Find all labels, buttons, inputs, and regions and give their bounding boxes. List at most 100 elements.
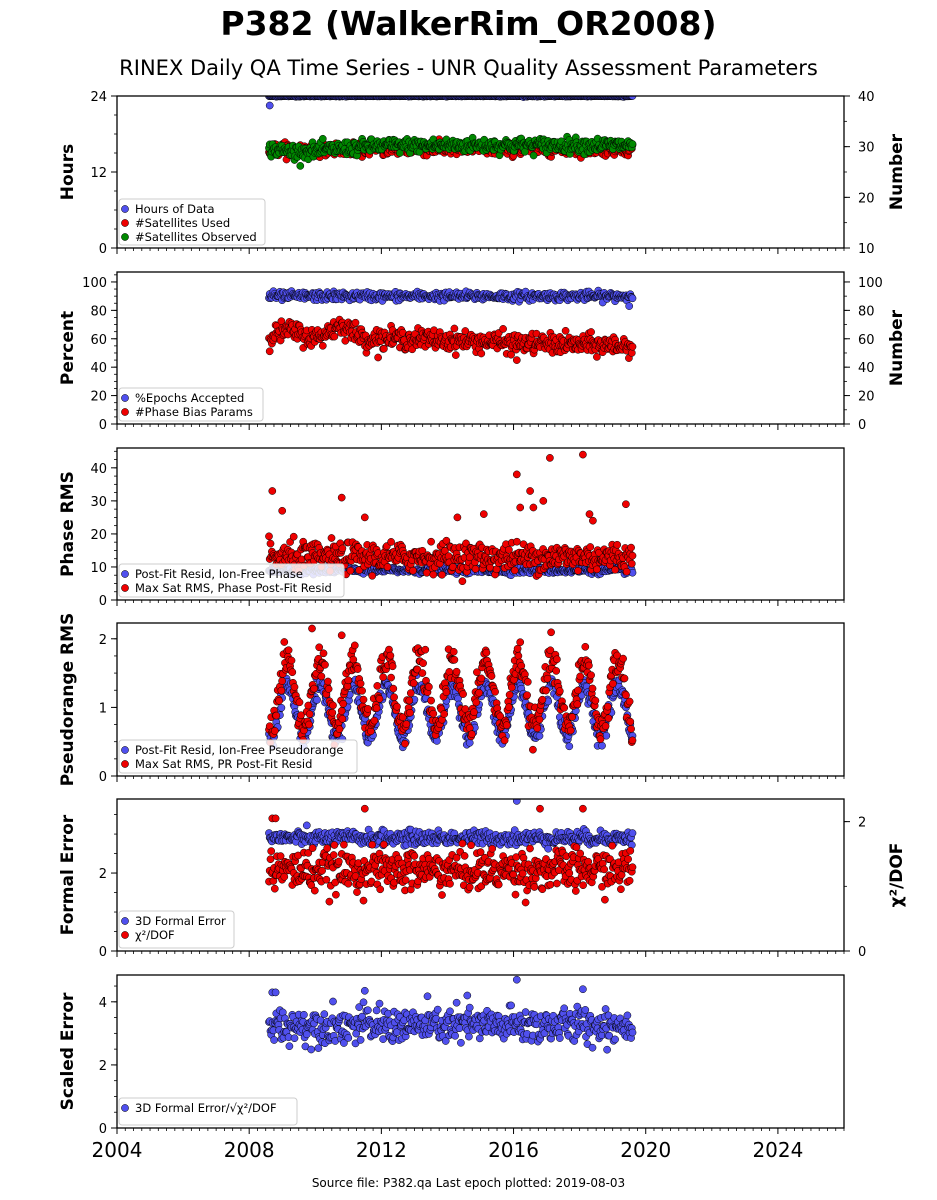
data-point bbox=[477, 349, 486, 358]
legend-marker bbox=[121, 233, 129, 241]
legend-marker bbox=[121, 584, 129, 592]
data-points bbox=[265, 286, 637, 364]
outlier-point bbox=[512, 356, 521, 364]
outlier-point bbox=[589, 516, 597, 525]
data-point bbox=[543, 674, 552, 683]
data-point bbox=[284, 646, 293, 655]
data-point bbox=[356, 679, 365, 688]
data-point bbox=[523, 691, 531, 700]
outlier-point bbox=[625, 302, 634, 310]
y-tick-label: 0 bbox=[99, 418, 107, 433]
outlier-point bbox=[308, 624, 316, 633]
data-point bbox=[627, 543, 635, 552]
data-point bbox=[472, 698, 481, 707]
data-point bbox=[305, 720, 313, 729]
data-point bbox=[278, 677, 286, 685]
data-point bbox=[553, 655, 561, 664]
data-point bbox=[529, 745, 537, 754]
data-point bbox=[358, 686, 366, 695]
data-point bbox=[513, 644, 522, 653]
data-point bbox=[505, 690, 514, 699]
y-tick-label: 24 bbox=[90, 90, 107, 105]
data-point bbox=[421, 645, 430, 654]
legend: %Epochs Accepted#Phase Bias Params bbox=[118, 387, 264, 422]
y-tick-label: 0 bbox=[99, 594, 107, 609]
legend-marker bbox=[121, 205, 129, 213]
data-point bbox=[573, 700, 582, 709]
data-point bbox=[609, 679, 617, 688]
legend-label: %Epochs Accepted bbox=[135, 391, 244, 405]
data-point bbox=[387, 673, 395, 682]
data-point bbox=[427, 696, 435, 705]
data-point bbox=[313, 696, 321, 704]
y2-tick-label: 30 bbox=[858, 141, 875, 156]
data-point bbox=[351, 318, 360, 327]
data-point bbox=[372, 704, 381, 713]
y-tick-label: 30 bbox=[90, 495, 107, 510]
data-point bbox=[275, 696, 284, 705]
data-point bbox=[450, 324, 459, 333]
data-point bbox=[324, 677, 332, 686]
data-point bbox=[427, 537, 435, 546]
data-point bbox=[491, 687, 499, 696]
y2-axis-label: Number bbox=[887, 309, 907, 386]
data-point bbox=[451, 351, 460, 359]
series-0 bbox=[265, 671, 637, 752]
data-point bbox=[461, 327, 470, 335]
outlier-point bbox=[337, 631, 346, 640]
data-point bbox=[289, 532, 298, 541]
data-point bbox=[318, 134, 327, 143]
data-point bbox=[628, 551, 637, 560]
data-point bbox=[566, 726, 575, 735]
data-point bbox=[379, 673, 387, 682]
y-axis-label: Percent bbox=[58, 311, 78, 385]
data-point bbox=[440, 710, 449, 718]
data-point bbox=[547, 628, 555, 637]
data-point bbox=[591, 696, 600, 705]
data-point bbox=[329, 701, 337, 710]
data-point bbox=[604, 714, 613, 723]
legend-marker bbox=[121, 408, 129, 416]
outlier-point bbox=[529, 503, 538, 512]
series-0 bbox=[265, 96, 637, 110]
data-point bbox=[418, 669, 427, 677]
data-point bbox=[535, 732, 544, 740]
data-point bbox=[315, 643, 324, 652]
data-point bbox=[280, 638, 289, 646]
data-point bbox=[475, 688, 483, 697]
y2-tick-label: 20 bbox=[858, 191, 875, 206]
legend: Hours of Data#Satellites Used#Satellites… bbox=[118, 198, 266, 246]
data-point bbox=[574, 566, 582, 575]
data-point bbox=[581, 642, 590, 651]
data-point bbox=[393, 702, 401, 711]
outlier-point bbox=[585, 510, 594, 518]
data-point bbox=[500, 736, 509, 745]
data-point bbox=[467, 730, 476, 739]
data-point bbox=[513, 537, 521, 546]
data-point bbox=[538, 695, 547, 704]
data-point bbox=[265, 532, 273, 541]
data-point bbox=[555, 687, 564, 695]
outlier-point bbox=[337, 493, 346, 502]
data-point bbox=[487, 672, 496, 680]
data-point bbox=[272, 711, 281, 720]
data-point bbox=[627, 559, 636, 568]
legend-box bbox=[118, 198, 266, 246]
y-tick-label: 0 bbox=[99, 242, 107, 257]
data-point bbox=[587, 671, 595, 680]
data-point bbox=[406, 708, 414, 717]
data-point bbox=[586, 543, 595, 551]
data-point bbox=[330, 332, 339, 341]
data-point bbox=[619, 654, 627, 663]
data-point bbox=[625, 697, 634, 706]
data-point bbox=[449, 647, 458, 656]
outlier-point bbox=[268, 487, 277, 495]
y-tick-label: 40 bbox=[90, 462, 107, 477]
data-point bbox=[305, 710, 314, 718]
data-point bbox=[529, 151, 538, 160]
y2-tick-label: 40 bbox=[858, 90, 875, 105]
data-point bbox=[470, 708, 478, 717]
data-point bbox=[560, 703, 569, 712]
